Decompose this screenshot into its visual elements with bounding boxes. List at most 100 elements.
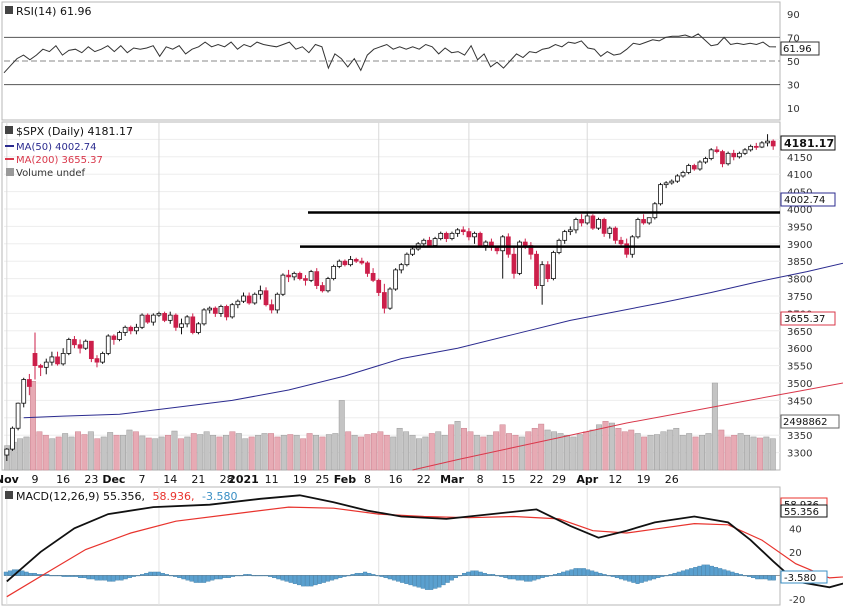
volume-value-badge: 2498862	[780, 414, 840, 429]
macd-histogram-bar	[309, 575, 314, 587]
macd-histogram-bar	[135, 575, 141, 577]
x-tick-label: 21	[191, 473, 205, 486]
chart-menu-icon[interactable]	[5, 6, 13, 14]
volume-bar	[731, 434, 738, 471]
macd-hist-badge: -3.580	[780, 570, 828, 584]
volume-bar	[306, 433, 313, 471]
macd-histogram-bar	[573, 568, 578, 576]
macd-histogram-bar	[268, 575, 273, 577]
macd-histogram-bar	[569, 569, 574, 576]
macd-histogram-bar	[763, 575, 768, 580]
svg-text:4002.74: 4002.74	[784, 195, 825, 206]
volume-bar	[608, 422, 615, 471]
price-candle	[590, 214, 596, 230]
macd-histogram-bar	[590, 570, 595, 576]
x-tick-label: 9	[31, 473, 38, 486]
price-candle	[320, 282, 325, 293]
price-candle	[703, 156, 708, 164]
macd-histogram-bar	[202, 575, 207, 583]
volume-bar	[570, 436, 577, 471]
svg-text:55.356: 55.356	[784, 507, 819, 518]
macd-histogram-bar	[581, 568, 586, 576]
price-candle	[398, 262, 404, 274]
macd-histogram-bar	[206, 575, 211, 582]
price-candle	[139, 313, 145, 330]
price-candle	[381, 283, 387, 314]
macd-histogram-bar	[544, 575, 549, 577]
macd-histogram-bar	[614, 575, 619, 579]
volume-bar	[255, 434, 262, 471]
macd-signal-line	[6, 506, 843, 598]
volume-bar	[158, 436, 165, 471]
volume-bar	[313, 434, 319, 471]
price-candle	[128, 325, 134, 335]
volume-bar	[94, 438, 101, 471]
macd-histogram-bar	[495, 575, 500, 577]
volume-bar	[628, 429, 635, 471]
macd-histogram-bar	[515, 575, 520, 581]
macd-histogram-bar	[3, 571, 8, 576]
price-candle	[190, 313, 196, 335]
volume-bar	[744, 434, 751, 471]
macd-value-badge: 55.356	[780, 504, 828, 518]
volume-bar	[756, 437, 763, 471]
x-tick-label: 22	[417, 473, 431, 486]
price-candle	[111, 334, 117, 345]
price-candle	[477, 231, 483, 248]
price-candle	[308, 269, 314, 283]
price-panel: 4200415041004050400039503900385038003750…	[1, 121, 843, 471]
x-tick-label: 23	[84, 473, 98, 486]
price-tick-label: 3900	[787, 240, 812, 251]
price-candle	[207, 306, 213, 314]
volume-bar	[17, 438, 24, 471]
macd-histogram-bar	[131, 575, 136, 577]
macd-histogram-bar	[251, 575, 256, 577]
price-candle	[376, 278, 382, 296]
macd-histogram-bar	[668, 574, 673, 576]
rsi-tick-label: 10	[787, 104, 800, 115]
x-tick-label: Nov	[0, 473, 20, 486]
x-tick-label: 26	[665, 473, 679, 486]
volume-bar	[576, 434, 583, 471]
price-candle	[38, 363, 44, 377]
price-candle	[286, 269, 291, 283]
volume-bar	[705, 433, 712, 471]
macd-histogram-bar	[557, 572, 562, 576]
rsi-tick-label: 90	[787, 10, 800, 21]
volume-bar	[107, 432, 114, 471]
volume-bar	[583, 431, 590, 471]
price-candle	[10, 426, 15, 451]
volume-bar	[441, 434, 448, 471]
macd-histogram-bar	[490, 574, 496, 576]
macd-histogram-bar	[119, 575, 124, 581]
macd-histogram-bar	[400, 575, 405, 583]
macd-histogram-bar	[424, 575, 430, 590]
macd-histogram-bar	[709, 565, 714, 576]
price-candle	[348, 255, 353, 267]
chart-menu-icon[interactable]	[5, 491, 13, 499]
volume-bar	[422, 436, 429, 471]
price-candle	[55, 351, 60, 366]
macd-histogram-bar	[214, 575, 219, 580]
volume-bar	[377, 431, 384, 471]
macd-histogram-bar	[462, 572, 467, 576]
macd-histogram-bar	[313, 575, 318, 586]
macd-histogram-bar	[585, 569, 591, 576]
x-tick-label: 12	[608, 473, 622, 486]
volume-bar	[36, 431, 43, 471]
price-tick-label: 3600	[787, 344, 812, 355]
macd-histogram-bar	[627, 575, 632, 582]
macd-histogram-bar	[391, 575, 397, 581]
volume-bar	[589, 429, 596, 471]
macd-histogram-bar	[482, 572, 487, 576]
volume-bar	[512, 434, 519, 471]
price-candle	[641, 214, 646, 225]
macd-histogram-bar	[243, 574, 248, 576]
chart-menu-icon[interactable]	[5, 126, 13, 134]
macd-histogram-bar	[288, 575, 293, 583]
macd-histogram-bar	[20, 570, 25, 576]
volume-bar	[461, 427, 467, 471]
macd-histogram-bar	[383, 575, 388, 579]
macd-histogram-bar	[61, 575, 66, 577]
volume-bar	[673, 427, 680, 471]
